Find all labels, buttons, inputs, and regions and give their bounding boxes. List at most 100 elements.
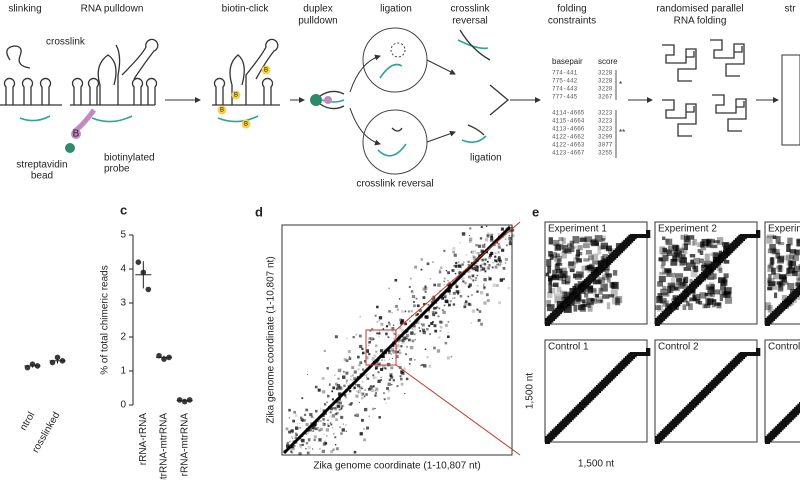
contact xyxy=(577,294,581,301)
contact xyxy=(357,368,360,371)
table-cell: 4123-4667 xyxy=(552,150,585,157)
contact xyxy=(582,301,588,306)
contact xyxy=(375,388,379,392)
contact xyxy=(472,279,475,282)
contact xyxy=(575,294,582,302)
rev-strands xyxy=(459,29,491,61)
contact xyxy=(335,447,339,451)
contact xyxy=(587,305,593,312)
contact xyxy=(676,278,682,286)
contact xyxy=(555,244,564,250)
contact xyxy=(424,285,427,288)
contact xyxy=(309,413,313,417)
step-label: RNA folding xyxy=(674,16,727,27)
contact xyxy=(400,345,403,348)
contact xyxy=(714,302,721,306)
contact xyxy=(548,277,553,286)
contact xyxy=(444,323,448,327)
contact xyxy=(383,398,386,401)
contact xyxy=(783,255,789,261)
contact xyxy=(692,262,696,270)
contact xyxy=(323,422,326,425)
contact xyxy=(566,301,571,309)
contact xyxy=(436,315,440,318)
contact xyxy=(321,417,323,419)
panel-d: Zika genome coordinate (1-10,807 nt) Zika… xyxy=(266,221,521,472)
contact xyxy=(439,266,443,270)
contact xyxy=(575,254,580,260)
contact xyxy=(402,336,406,341)
contact xyxy=(552,282,559,288)
panel-letter: d xyxy=(255,204,263,219)
contact xyxy=(374,394,377,397)
ligated xyxy=(379,63,403,79)
contact xyxy=(658,257,663,262)
contact xyxy=(396,308,400,311)
contact xyxy=(690,259,695,264)
contact xyxy=(605,262,610,271)
contact xyxy=(509,240,512,243)
contact xyxy=(682,304,687,311)
contact xyxy=(508,236,512,241)
contact xyxy=(431,297,433,299)
heatmap-title: Experime xyxy=(768,224,800,235)
contact xyxy=(488,275,490,278)
contact xyxy=(405,345,409,348)
contact xyxy=(399,321,404,325)
contact xyxy=(388,323,391,326)
contact xyxy=(330,450,334,454)
contact xyxy=(793,265,800,273)
contact xyxy=(413,304,416,308)
contact xyxy=(578,272,585,279)
step-label: reversal xyxy=(452,16,488,27)
step-label: str xyxy=(784,4,796,15)
title-bg xyxy=(656,341,756,352)
contact xyxy=(792,298,797,303)
biotin-label: B xyxy=(244,122,248,128)
lig-strands xyxy=(467,124,485,136)
contact xyxy=(789,249,797,254)
contact xyxy=(467,302,471,306)
contact xyxy=(409,345,414,350)
contact xyxy=(444,299,448,303)
contact xyxy=(365,393,368,396)
contact xyxy=(377,379,381,383)
hairpin xyxy=(21,77,34,105)
contact xyxy=(432,320,434,323)
contact xyxy=(464,284,466,286)
contact xyxy=(362,387,364,389)
partner xyxy=(217,115,259,123)
contact xyxy=(610,290,618,296)
contact xyxy=(447,271,451,275)
title-bg xyxy=(546,341,646,352)
contact xyxy=(327,423,329,426)
contact xyxy=(301,420,304,422)
contact xyxy=(683,234,688,240)
hairpin xyxy=(87,77,100,105)
contact xyxy=(398,298,401,300)
contact xyxy=(436,349,441,353)
contact xyxy=(342,423,345,425)
contact xyxy=(428,309,431,312)
contact xyxy=(707,238,715,243)
contact xyxy=(369,386,373,390)
pulldown-rna xyxy=(97,38,159,105)
contact xyxy=(476,284,479,287)
contact xyxy=(773,273,781,280)
contact xyxy=(372,385,375,388)
x-tick-label: rRNA-rRNA xyxy=(138,413,149,466)
contact xyxy=(322,418,325,421)
contact xyxy=(351,374,354,377)
contact xyxy=(334,382,338,386)
contact xyxy=(371,356,373,359)
contact xyxy=(495,252,497,254)
contact xyxy=(484,243,486,245)
contact xyxy=(345,359,349,363)
contact xyxy=(362,368,365,371)
contact xyxy=(401,329,405,333)
contact xyxy=(672,255,677,262)
contact xyxy=(767,248,776,254)
contact xyxy=(396,344,400,348)
contact xyxy=(413,328,416,331)
contact xyxy=(699,292,707,299)
